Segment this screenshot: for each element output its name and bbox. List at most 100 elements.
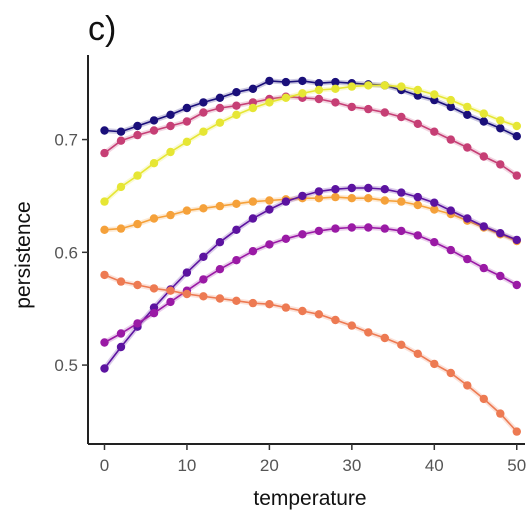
data-point <box>215 103 225 113</box>
data-point <box>100 225 109 234</box>
data-point <box>182 289 192 299</box>
data-point <box>133 219 142 229</box>
data-point <box>397 226 406 236</box>
data-point <box>116 342 126 352</box>
data-point <box>430 205 439 214</box>
data-point <box>133 280 142 290</box>
data-point <box>133 121 142 131</box>
data-point <box>331 98 340 107</box>
data-point <box>347 82 356 91</box>
data-point <box>413 231 422 240</box>
data-point <box>182 268 192 277</box>
data-point <box>463 143 472 152</box>
data-point <box>149 126 159 135</box>
data-point <box>215 93 225 103</box>
series-7 <box>100 270 521 436</box>
data-point <box>397 112 406 122</box>
data-point <box>314 79 324 88</box>
y-tick-label: 0.7 <box>54 131 78 150</box>
data-point <box>331 84 340 94</box>
data-point <box>397 197 406 206</box>
data-point <box>248 103 258 113</box>
x-tick-label: 0 <box>100 456 109 475</box>
data-point <box>116 182 126 192</box>
data-point <box>479 394 488 404</box>
data-point <box>199 252 208 261</box>
data-point <box>182 103 192 113</box>
data-point <box>364 328 373 337</box>
data-point <box>265 205 274 214</box>
data-point <box>149 214 159 223</box>
data-point <box>199 292 208 301</box>
data-point <box>364 223 373 232</box>
data-point <box>413 85 422 95</box>
data-point <box>496 116 505 125</box>
data-point <box>364 81 373 90</box>
data-point <box>430 127 439 136</box>
data-point <box>364 183 373 193</box>
data-point <box>314 187 324 196</box>
series-3 <box>100 81 521 206</box>
data-point <box>281 93 291 103</box>
data-point <box>512 427 521 436</box>
data-point <box>463 110 472 120</box>
series-7-trend-line <box>104 274 518 433</box>
data-point <box>182 137 192 146</box>
series-6-band <box>103 225 518 345</box>
data-point <box>199 108 208 117</box>
data-point <box>116 224 126 233</box>
data-point <box>166 147 175 157</box>
data-point <box>331 185 340 194</box>
data-point <box>314 194 324 203</box>
data-point <box>281 303 291 312</box>
data-point <box>463 214 472 223</box>
data-point <box>430 198 439 207</box>
data-point <box>413 192 422 202</box>
data-point <box>496 160 505 169</box>
data-point <box>512 235 521 245</box>
data-point <box>331 315 340 325</box>
data-point <box>479 109 488 118</box>
data-point <box>281 77 291 87</box>
data-point <box>215 294 225 303</box>
x-axis-title: temperature <box>253 487 366 510</box>
data-point <box>182 117 192 126</box>
data-point <box>116 329 126 338</box>
data-point <box>298 230 307 239</box>
data-point <box>512 121 521 131</box>
data-point <box>347 183 356 193</box>
data-point <box>149 159 159 168</box>
data-point <box>298 76 307 86</box>
series-6-trend-line <box>104 226 518 344</box>
data-point <box>496 271 505 281</box>
data-point <box>133 130 142 140</box>
data-point <box>512 280 521 290</box>
data-point <box>314 310 324 319</box>
data-point <box>380 333 389 343</box>
data-point <box>430 90 439 99</box>
data-point <box>446 135 455 144</box>
data-point <box>166 110 175 120</box>
data-point <box>496 409 505 418</box>
data-point <box>413 200 422 210</box>
data-point <box>413 349 422 358</box>
data-point <box>331 192 340 202</box>
series-layer <box>100 76 521 436</box>
data-point <box>199 127 208 136</box>
x-tick-label: 30 <box>342 456 361 475</box>
data-point <box>331 224 340 233</box>
data-point <box>446 102 455 112</box>
data-point <box>248 247 258 256</box>
data-point <box>314 226 324 236</box>
data-point <box>100 126 109 135</box>
x-tick-label: 20 <box>260 456 279 475</box>
data-point <box>463 254 472 264</box>
data-point <box>380 81 389 90</box>
x-tick-label: 50 <box>507 456 526 475</box>
data-point <box>215 238 225 247</box>
data-point <box>100 338 109 347</box>
data-point <box>446 245 455 255</box>
data-point <box>347 102 356 112</box>
data-point <box>314 94 324 104</box>
